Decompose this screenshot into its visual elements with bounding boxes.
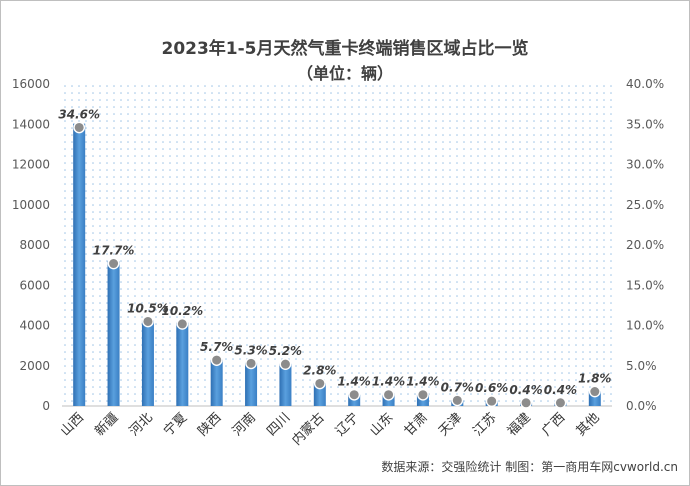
bar (73, 123, 86, 407)
x-category-label: 福建 (505, 410, 534, 439)
share-marker (107, 257, 120, 270)
share-marker (176, 317, 189, 330)
x-category-label: 河北 (127, 410, 156, 439)
y-right-tick-label: 15.0% (626, 278, 664, 292)
share-marker (520, 396, 532, 409)
x-category-label: 甘肃 (402, 410, 431, 439)
data-label: 1.8% (578, 372, 611, 386)
x-category-label: 宁夏 (160, 410, 190, 440)
share-marker (279, 358, 292, 371)
y-left-tick-label: 6000 (19, 278, 50, 292)
y-left-tick-label: 10000 (12, 198, 50, 212)
y-right-tick-label: 30.0% (626, 158, 664, 172)
x-category-label: 江苏 (470, 410, 500, 440)
bar (210, 359, 223, 406)
y-right-tick-label: 20.0% (626, 238, 664, 252)
y-left-tick-label: 2000 (19, 359, 50, 373)
data-label: 0.6% (475, 381, 508, 395)
y-left-tick-label: 14000 (12, 117, 50, 131)
share-marker (142, 315, 154, 328)
data-label: 17.7% (93, 244, 135, 258)
data-label: 34.6% (58, 107, 100, 121)
data-label: 1.4% (372, 375, 405, 389)
y-right-tick-label: 40.0% (626, 77, 664, 91)
y-right-tick-label: 10.0% (626, 319, 664, 333)
x-category-label: 陕西 (196, 410, 225, 439)
share-marker (417, 388, 429, 401)
data-label: 0.4% (509, 383, 542, 397)
data-source-note: 数据来源：交强险统计 制图：第一商用车网cvworld.cn (381, 460, 678, 474)
y-right-tick-label: 35.0% (626, 117, 664, 131)
share-marker (485, 395, 498, 408)
share-marker (382, 388, 395, 401)
share-marker (451, 394, 464, 407)
data-label: 5.7% (200, 340, 233, 354)
chart-title: 2023年1-5月天然气重卡终端销售区域占比一览 (161, 39, 529, 59)
data-label: 1.4% (338, 375, 371, 389)
data-label: 10.5% (127, 301, 169, 315)
x-category-label: 广西 (539, 410, 568, 439)
data-label: 5.2% (269, 344, 302, 358)
bar (279, 363, 292, 406)
bar (107, 261, 120, 406)
x-category-label: 天津 (436, 410, 465, 439)
x-category-label: 山东 (367, 410, 396, 439)
y-left-tick-label: 16000 (12, 77, 50, 91)
y-right-tick-label: 25.0% (626, 198, 664, 212)
share-marker (313, 377, 326, 390)
share-marker (73, 121, 86, 134)
bar (141, 320, 154, 406)
x-category-label: 四川 (264, 410, 293, 439)
data-label: 1.4% (406, 375, 439, 389)
data-label: 5.3% (234, 343, 267, 357)
x-category-label: 内蒙古 (289, 410, 328, 449)
share-marker (348, 388, 361, 401)
chart-subtitle: （单位：辆） (296, 64, 393, 83)
share-marker (588, 385, 601, 398)
data-label: 0.4% (544, 383, 577, 397)
x-category-label: 辽宁 (332, 410, 362, 440)
x-category-label: 山西 (58, 410, 87, 439)
bar (176, 322, 189, 406)
share-marker (554, 396, 567, 409)
x-category-label: 新疆 (92, 410, 122, 440)
y-right-tick-label: 5.0% (626, 359, 657, 373)
y-left-tick-label: 4000 (19, 319, 50, 333)
y-right-tick-label: 0.0% (626, 399, 657, 413)
share-marker (210, 354, 223, 367)
y-left-tick-label: 12000 (12, 158, 50, 172)
data-label: 2.8% (303, 363, 336, 377)
x-category-label: 河南 (229, 410, 259, 440)
share-marker (245, 357, 257, 370)
bar (245, 362, 258, 406)
y-left-tick-label: 8000 (19, 238, 50, 252)
y-left-tick-label: 0 (42, 399, 50, 413)
x-category-label: 其他 (574, 410, 603, 439)
data-label: 10.2% (161, 304, 203, 318)
data-label: 0.7% (441, 380, 474, 394)
bar (313, 383, 326, 406)
